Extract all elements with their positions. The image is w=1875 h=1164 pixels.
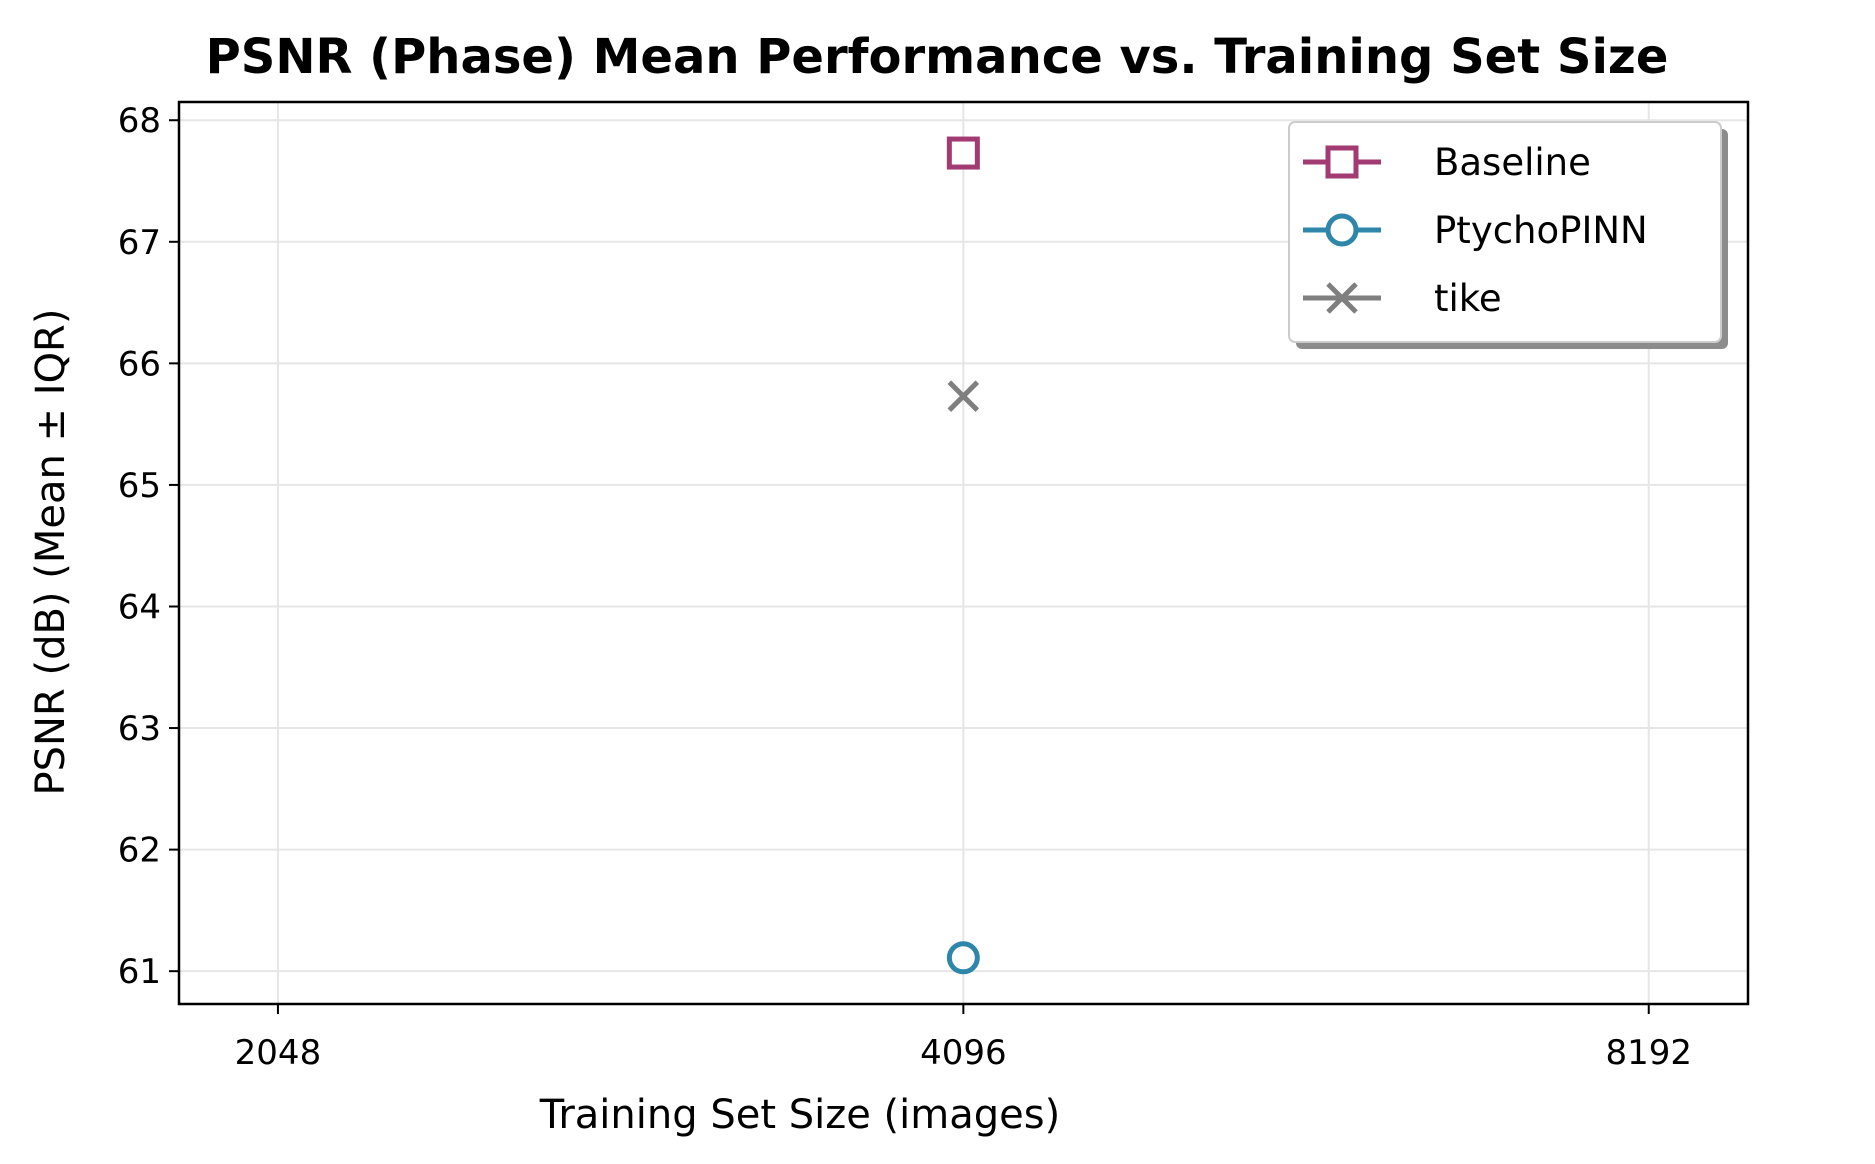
legend-label: tike bbox=[1434, 277, 1502, 320]
x-axis-label: Training Set Size (images) bbox=[539, 1092, 1060, 1138]
y-tick-label: 65 bbox=[118, 466, 161, 506]
y-tick-label: 64 bbox=[118, 587, 161, 627]
y-tick-label: 63 bbox=[118, 709, 161, 749]
legend-marker-x bbox=[1326, 282, 1358, 314]
x-tick-label: 2048 bbox=[235, 1033, 322, 1073]
y-tick-label: 67 bbox=[118, 223, 161, 263]
legend-label: Baseline bbox=[1434, 141, 1591, 184]
legend-marker-circle bbox=[1325, 213, 1359, 247]
legend-item: PtychoPINN bbox=[1303, 209, 1648, 252]
chart-title: PSNR (Phase) Mean Performance vs. Traini… bbox=[206, 29, 1669, 85]
axis-ticks: 2048 4096 8192 61 62 63 64 65 66 67 68 bbox=[118, 101, 1692, 1073]
y-tick-label: 66 bbox=[118, 344, 161, 384]
data-marks bbox=[946, 136, 980, 975]
data-point-square bbox=[946, 136, 980, 170]
y-tick-label: 61 bbox=[118, 952, 161, 992]
legend: Baseline PtychoPINN tike bbox=[1288, 121, 1728, 349]
y-tick-label: 68 bbox=[118, 101, 161, 141]
x-tick-label: 4096 bbox=[920, 1033, 1007, 1073]
data-point-circle bbox=[946, 941, 980, 975]
legend-item: tike bbox=[1303, 277, 1502, 320]
legend-box bbox=[1288, 121, 1722, 343]
legend-item: Baseline bbox=[1303, 141, 1591, 184]
x-tick-label: 8192 bbox=[1605, 1033, 1692, 1073]
y-axis-label: PSNR (dB) (Mean ± IQR) bbox=[28, 309, 74, 796]
data-point-x bbox=[947, 380, 980, 412]
y-tick-label: 62 bbox=[118, 831, 161, 871]
plot-frame bbox=[177, 100, 1750, 1006]
legend-label: PtychoPINN bbox=[1434, 209, 1648, 252]
legend-marker-square bbox=[1325, 145, 1359, 179]
